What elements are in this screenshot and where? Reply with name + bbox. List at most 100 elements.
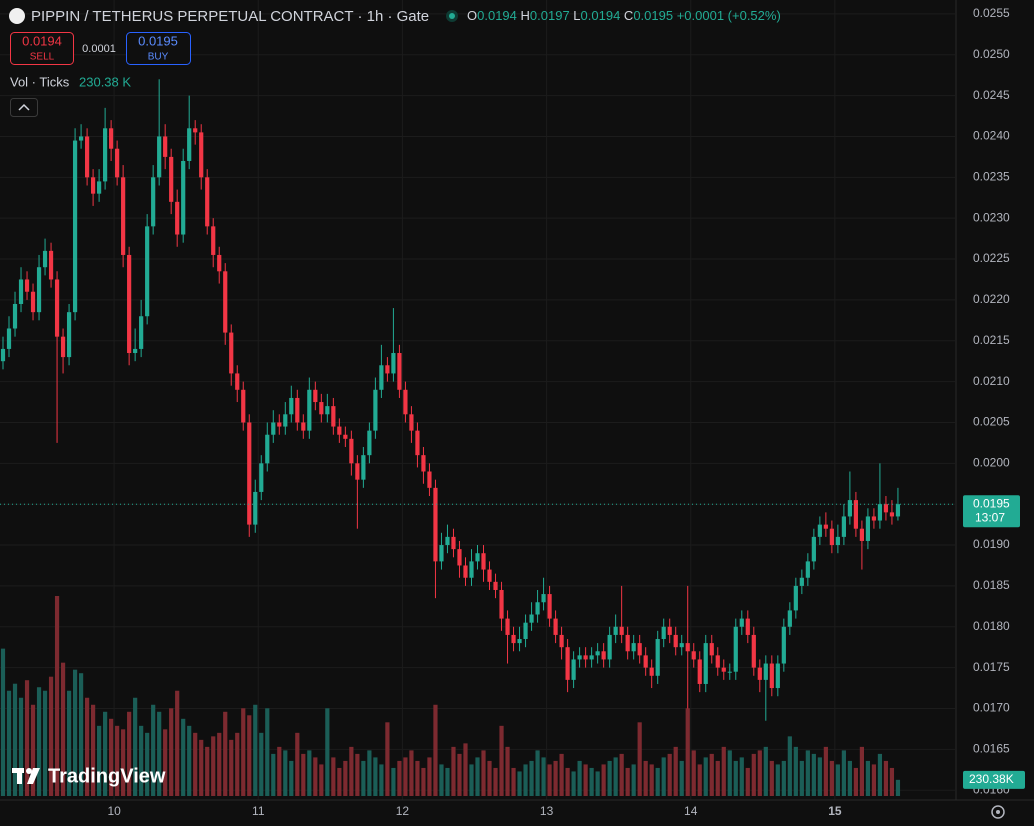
grid bbox=[0, 0, 955, 800]
collapse-icon[interactable] bbox=[18, 103, 30, 111]
collapse-button[interactable] bbox=[10, 98, 38, 117]
volume-bar bbox=[187, 725, 192, 796]
candle-body bbox=[415, 430, 420, 456]
volume-bar bbox=[12, 683, 18, 796]
candle-body bbox=[103, 128, 108, 182]
candle-body bbox=[745, 618, 750, 635]
volume-bar bbox=[469, 764, 474, 796]
candle-body bbox=[313, 389, 318, 403]
candle-body bbox=[337, 426, 342, 435]
settings-icon[interactable] bbox=[991, 805, 1005, 819]
volume-bar bbox=[6, 690, 12, 796]
candle-body bbox=[817, 524, 822, 537]
volume-bar bbox=[121, 729, 126, 796]
candle-body bbox=[319, 402, 324, 415]
candle-body bbox=[871, 516, 877, 521]
buy-button[interactable] bbox=[126, 32, 191, 65]
candle-body bbox=[133, 348, 138, 354]
volume-bar bbox=[54, 596, 60, 796]
candle-body bbox=[199, 132, 204, 178]
volume-bar bbox=[72, 669, 78, 796]
candle-body bbox=[18, 279, 24, 304]
volume-bar bbox=[817, 757, 822, 796]
volume-bar bbox=[0, 648, 6, 796]
candle-body bbox=[631, 643, 636, 652]
buy-price[interactable]: 0.0195 bbox=[138, 33, 178, 48]
candle-body bbox=[343, 434, 348, 439]
volume-bar bbox=[811, 753, 816, 796]
sell-button[interactable] bbox=[10, 32, 74, 65]
candle-body bbox=[379, 365, 384, 390]
candle-body bbox=[781, 626, 786, 664]
volume-bar bbox=[745, 767, 750, 796]
settings-icon[interactable] bbox=[996, 810, 1000, 814]
volume-bar bbox=[493, 767, 498, 796]
volume-bar bbox=[193, 732, 198, 796]
volume-bar bbox=[42, 690, 48, 796]
legend-value: 0.0195 bbox=[633, 8, 673, 23]
volume-bar bbox=[169, 708, 174, 796]
logo-part bbox=[26, 768, 32, 774]
volume-bar bbox=[673, 746, 678, 796]
y-tick-label: 0.0225 bbox=[973, 251, 1010, 265]
last-price-tag bbox=[963, 495, 1020, 528]
sell-label[interactable]: SELL bbox=[30, 52, 55, 63]
candle-body bbox=[823, 524, 828, 529]
volume-bar bbox=[547, 764, 552, 796]
candle-body bbox=[763, 663, 768, 680]
candle-body bbox=[90, 177, 96, 194]
candle-body bbox=[175, 201, 180, 235]
volume-bar bbox=[523, 764, 528, 796]
volume-bar bbox=[445, 767, 450, 796]
candle-body bbox=[391, 353, 396, 374]
volume-bar bbox=[559, 753, 564, 796]
volume-bar bbox=[379, 764, 384, 796]
volume-bar bbox=[631, 764, 636, 796]
sell-price[interactable]: 0.0194 bbox=[22, 33, 62, 48]
y-tick-label: 0.0220 bbox=[973, 292, 1010, 306]
volume-bar bbox=[397, 760, 402, 796]
x-tick-label: 11 bbox=[252, 804, 265, 818]
spread: 0.0001 bbox=[82, 43, 116, 55]
last-price-label: 0.0195 bbox=[973, 496, 1010, 510]
volume-bar bbox=[84, 697, 90, 796]
candle-body bbox=[121, 177, 126, 255]
volume-bar bbox=[253, 704, 258, 796]
volume-bar bbox=[337, 767, 342, 796]
volume-bar bbox=[619, 753, 624, 796]
volume-bar bbox=[829, 760, 834, 796]
candle-body bbox=[559, 634, 564, 648]
candle-body bbox=[109, 128, 114, 149]
logo-part bbox=[27, 768, 40, 784]
candle-body bbox=[259, 463, 264, 492]
candle-body bbox=[577, 655, 582, 660]
candle-body bbox=[427, 471, 432, 488]
candle-body bbox=[757, 667, 762, 680]
candle-body bbox=[445, 536, 450, 546]
x-tick-label: 13 bbox=[540, 804, 554, 818]
volume-bar bbox=[787, 736, 792, 796]
buy-label[interactable]: BUY bbox=[148, 52, 169, 63]
volume-bar bbox=[475, 757, 480, 796]
candle-body bbox=[811, 536, 816, 562]
volume-bar bbox=[781, 760, 786, 796]
candle-body bbox=[697, 659, 702, 684]
volume-bar bbox=[463, 743, 468, 796]
volume-bar bbox=[385, 722, 390, 796]
candle-body bbox=[421, 455, 426, 472]
candle-body bbox=[54, 279, 60, 337]
volume-bar bbox=[109, 718, 114, 796]
volume-bar bbox=[691, 750, 696, 796]
candle-body bbox=[607, 634, 612, 660]
volume-bar bbox=[283, 750, 288, 796]
volume-bar bbox=[415, 760, 420, 796]
candle-body bbox=[805, 561, 810, 578]
candle-body bbox=[565, 647, 570, 680]
candle-body bbox=[439, 545, 444, 562]
candle-body bbox=[157, 136, 162, 178]
candle-body bbox=[42, 250, 48, 268]
candle-body bbox=[829, 528, 834, 546]
candle-body bbox=[24, 279, 30, 292]
volume-bar bbox=[295, 732, 300, 796]
candle-body bbox=[48, 250, 54, 280]
